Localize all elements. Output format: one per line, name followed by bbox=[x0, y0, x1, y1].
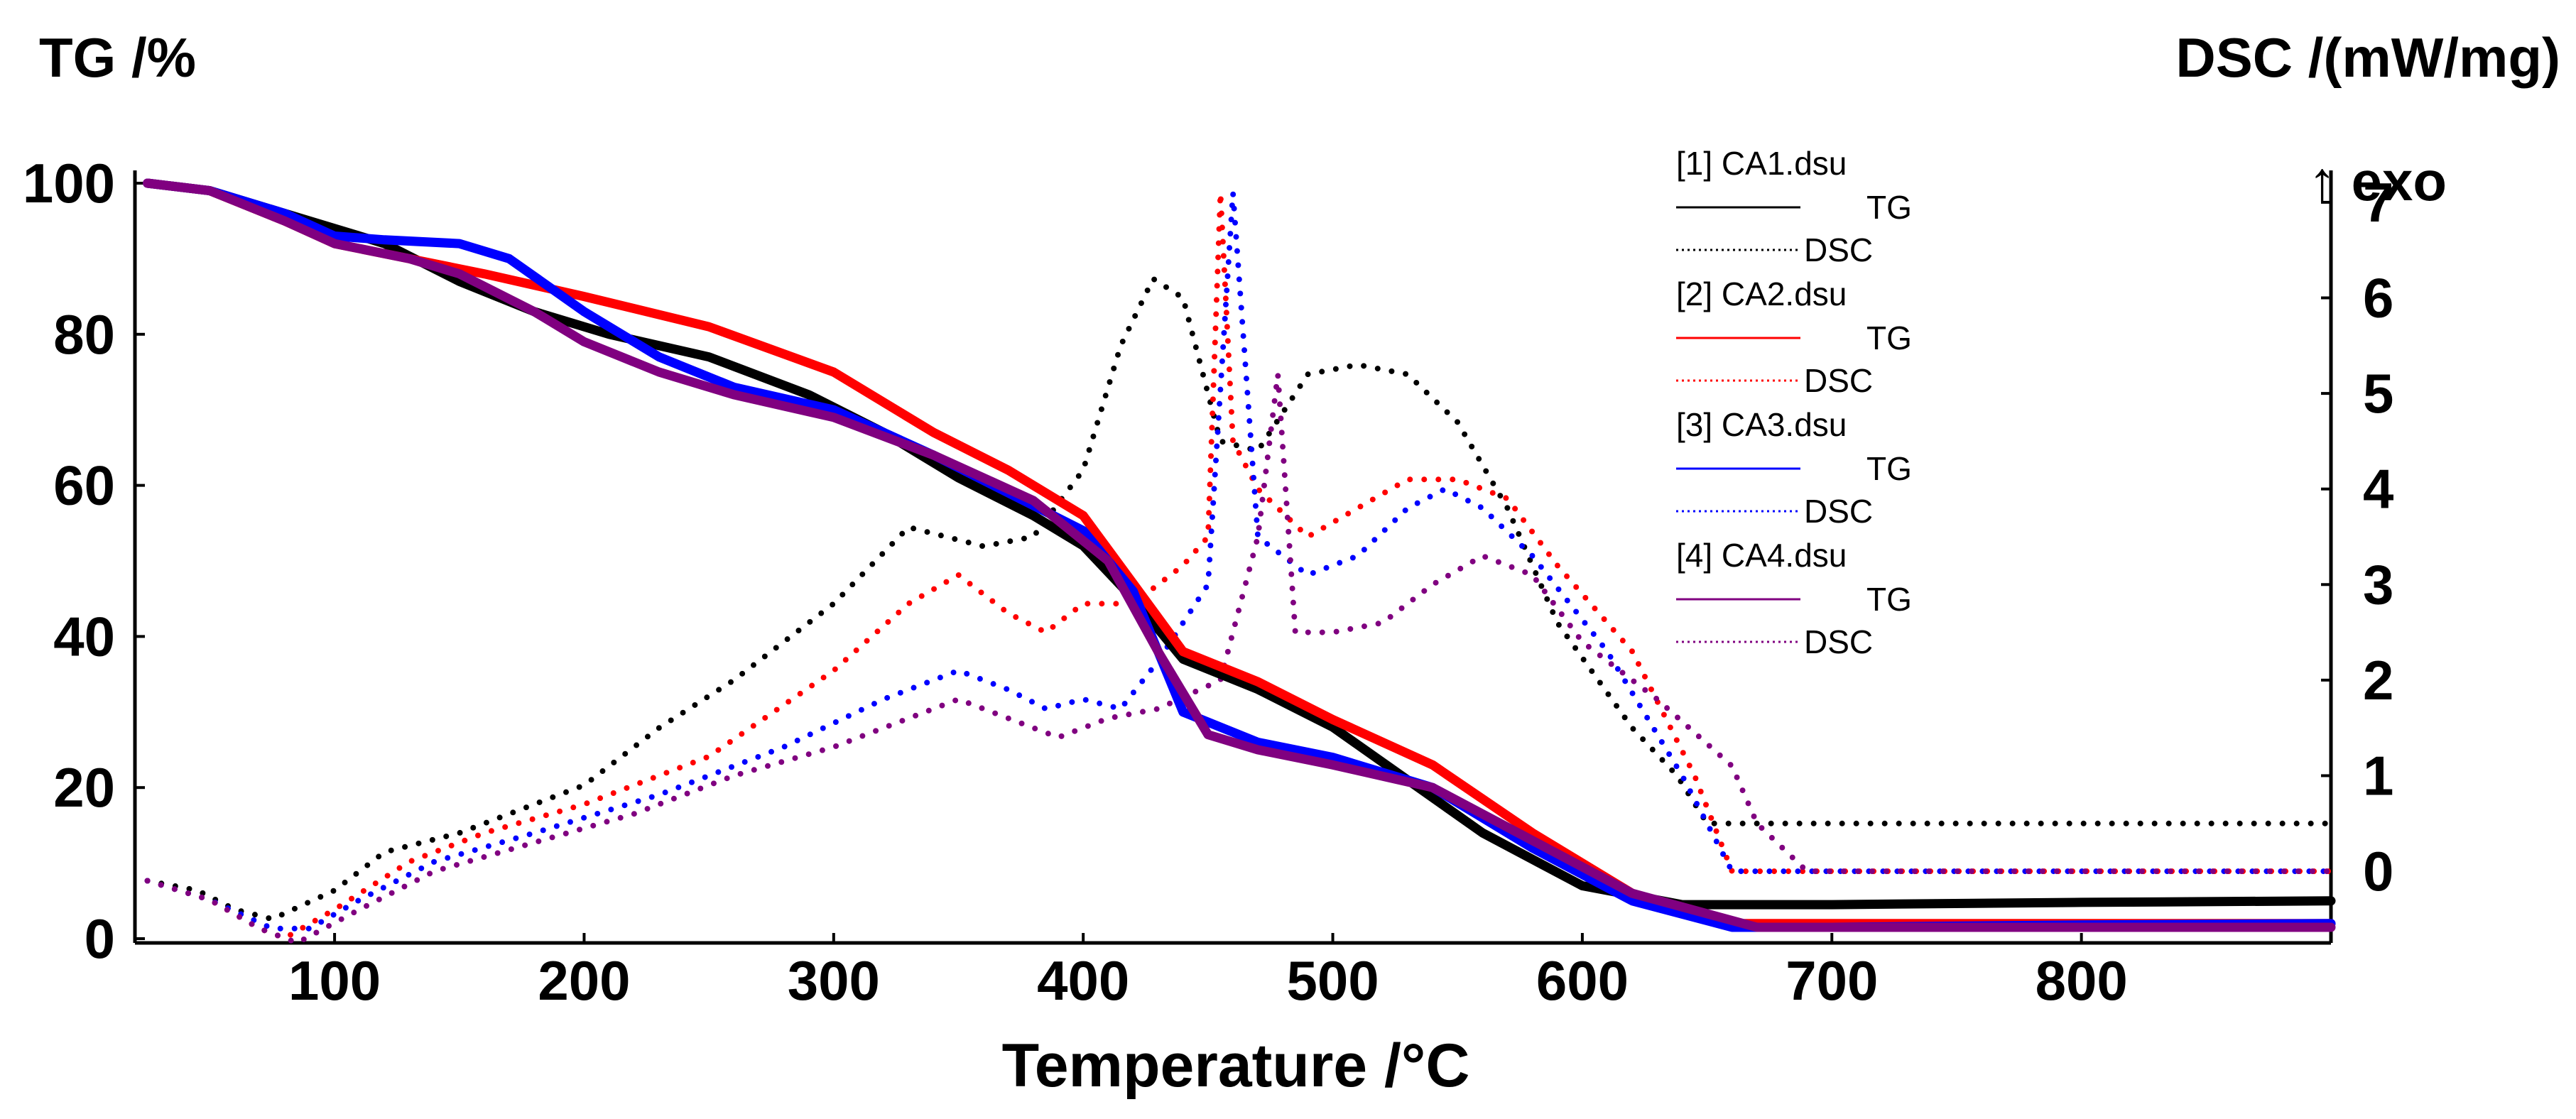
legend-dsc-label: DSC bbox=[1804, 231, 1873, 268]
y-left-tick-label: 0 bbox=[85, 907, 115, 970]
x-tick-label: 700 bbox=[1786, 949, 1878, 1012]
legend-tg-label: TG bbox=[1866, 581, 1912, 618]
y-right-tick-label: 2 bbox=[2363, 649, 2393, 711]
x-tick-label: 500 bbox=[1286, 949, 1379, 1012]
series-1-ca1-dsu-dsc bbox=[144, 275, 2334, 922]
y-right-tick-label: 5 bbox=[2363, 362, 2393, 425]
legend-dsc-label: DSC bbox=[1804, 623, 1873, 660]
legend-file-label: [1] CA1.dsu bbox=[1676, 145, 1847, 182]
series-4-ca4-dsu-tg bbox=[143, 178, 2336, 932]
x-tick-label: 300 bbox=[788, 949, 880, 1012]
x-axis-title: Temperature /°C bbox=[1002, 1032, 1470, 1100]
legend-tg-label: TG bbox=[1866, 450, 1912, 487]
legend-tg-label: TG bbox=[1866, 189, 1912, 226]
x-tick-label: 100 bbox=[288, 949, 381, 1012]
legend-dsc-label: DSC bbox=[1804, 362, 1873, 399]
x-tick-label: 800 bbox=[2036, 949, 2128, 1012]
y-right-tick-label: 4 bbox=[2363, 458, 2393, 520]
y-left-tick-label: 20 bbox=[53, 756, 115, 819]
y-right-tick-label: 1 bbox=[2363, 744, 2393, 807]
legend: [1] CA1.dsu TG DSC [2] CA2.dsu TG DSC [3] CA3.… bbox=[1676, 145, 1912, 660]
legend-file-label: [3] CA3.dsu bbox=[1676, 406, 1847, 443]
y-left-axis-title: TG /% bbox=[39, 26, 196, 89]
legend-file-label: [2] CA2.dsu bbox=[1676, 275, 1847, 312]
legend-tg-label: TG bbox=[1866, 320, 1912, 356]
series-layer bbox=[143, 178, 2336, 946]
y-left-tick-label: 100 bbox=[23, 152, 115, 214]
x-tick-label: 200 bbox=[538, 949, 630, 1012]
y-right-tick-label: 0 bbox=[2363, 840, 2393, 902]
y-left-tick-label: 60 bbox=[53, 454, 115, 517]
legend-file-label: [4] CA4.dsu bbox=[1676, 537, 1847, 574]
series-4-ca4-dsu-dsc bbox=[144, 371, 2334, 946]
ticks-layer: 100 200 300 400 500 600 700 800 0 20 40 60 80 100 0 1 2 3… bbox=[23, 152, 2394, 1012]
y-right-tick-label: 6 bbox=[2363, 267, 2393, 329]
x-tick-label: 400 bbox=[1037, 949, 1129, 1012]
y-right-axis-title: DSC /(mW/mg) bbox=[2175, 26, 2560, 89]
y-left-tick-label: 80 bbox=[53, 303, 115, 366]
legend-dsc-label: DSC bbox=[1804, 493, 1873, 530]
x-tick-label: 600 bbox=[1536, 949, 1629, 1012]
y-right-tick-label: 7 bbox=[2363, 171, 2393, 234]
series-3-ca3-dsu-dsc bbox=[144, 190, 2334, 932]
y-right-tick-label: 3 bbox=[2363, 553, 2393, 616]
y-left-tick-label: 40 bbox=[53, 605, 115, 667]
